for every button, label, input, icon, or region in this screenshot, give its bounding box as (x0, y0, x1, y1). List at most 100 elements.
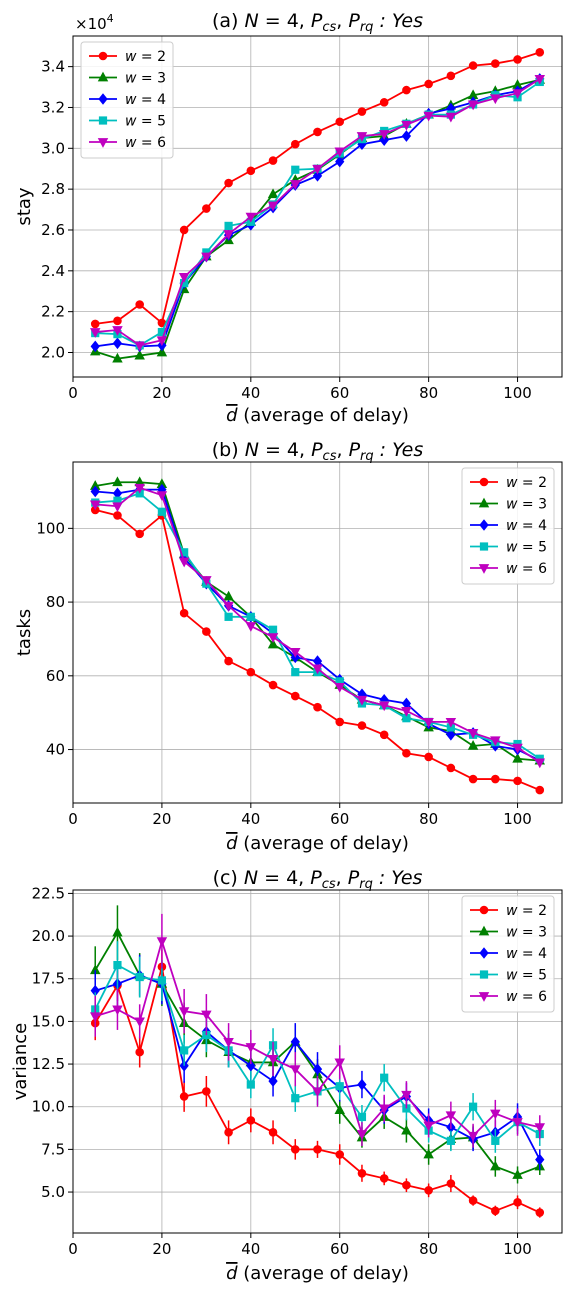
data-point (467, 740, 479, 750)
data-point (446, 1179, 456, 1188)
chart-title: (a) N = 4, Pcs, Prq : Yes (212, 10, 423, 35)
data-point (512, 89, 523, 100)
data-point (267, 188, 279, 199)
data-point (223, 590, 234, 601)
data-point (401, 1090, 412, 1101)
x-tick-label: 60 (330, 1240, 349, 1258)
data-point (334, 1104, 345, 1115)
data-point (246, 166, 256, 176)
data-point (267, 638, 279, 649)
x-axis-label: d (average of delay) (226, 1263, 409, 1284)
legend-entry-label: w = 6 (506, 989, 547, 1005)
data-point (356, 132, 368, 142)
series-2 (90, 48, 545, 329)
data-point (335, 1082, 344, 1091)
data-point (245, 212, 257, 223)
legend-entry-label: w = 2 (506, 475, 547, 491)
y-tick-label: 10.0 (32, 1098, 65, 1116)
data-point (335, 155, 345, 168)
data-point (423, 1148, 434, 1159)
data-point (135, 300, 144, 309)
data-point (401, 706, 412, 717)
data-point (512, 1169, 523, 1179)
data-point (402, 85, 411, 95)
data-point (134, 341, 145, 352)
data-point (202, 204, 211, 213)
data-point (290, 1036, 300, 1048)
data-point (135, 1047, 144, 1057)
legend: w = 2 w = 3 w = 4 w = 5 w = 6 (461, 895, 555, 1013)
data-point (180, 1046, 189, 1055)
legend-marker (98, 51, 108, 61)
data-point (312, 1087, 323, 1098)
data-point (313, 127, 322, 137)
data-point (467, 100, 479, 111)
y-tick-label: 3.4 (41, 58, 65, 76)
data-point (112, 502, 123, 513)
chart-title: (c) N = 4, Pcs, Prq : Yes (213, 867, 423, 892)
y-axis-label: stay (14, 187, 35, 225)
data-point (401, 1124, 412, 1135)
data-point (178, 273, 190, 283)
data-point (134, 1017, 145, 1028)
data-point (89, 328, 101, 338)
y-tick-label: 5.0 (41, 1183, 65, 1201)
data-point (378, 130, 390, 140)
y-tick-label: 40 (46, 741, 65, 759)
data-point (135, 529, 144, 539)
data-point (535, 1153, 545, 1166)
y-tick-label: 2.4 (41, 262, 65, 280)
data-point (380, 1073, 389, 1082)
data-point (224, 656, 233, 666)
data-point (90, 340, 100, 353)
y-tick-label: 15.0 (32, 1012, 65, 1030)
data-point (512, 743, 523, 754)
data-point (134, 349, 145, 360)
data-point (268, 1075, 278, 1087)
data-point (112, 1005, 123, 1016)
data-point (113, 316, 122, 326)
x-tick-label: 20 (152, 1240, 171, 1258)
legend-entry-label: w = 4 (125, 92, 166, 108)
data-point (491, 1136, 500, 1145)
y-tick-label: 3.0 (41, 139, 65, 157)
data-point (290, 691, 300, 701)
data-point (179, 1092, 189, 1101)
data-point (112, 352, 123, 363)
data-point (491, 774, 500, 784)
data-point (201, 252, 212, 263)
plot-area (89, 48, 546, 363)
data-point (513, 55, 522, 64)
data-point (290, 180, 301, 190)
plot-area (89, 476, 546, 795)
legend-entry-label: w = 5 (506, 968, 547, 984)
data-point (490, 736, 501, 747)
legend: w = 2 w = 3 w = 4 w = 5 w = 6 (80, 41, 174, 159)
data-point (313, 1145, 322, 1154)
legend-entry-label: w = 5 (506, 540, 547, 556)
data-point (156, 491, 168, 502)
data-point (134, 483, 145, 494)
data-point (246, 1059, 256, 1072)
data-point (313, 702, 322, 712)
data-point (290, 139, 300, 149)
y-tick-label: 22.5 (32, 884, 65, 902)
legend-marker (97, 71, 109, 82)
x-tick-label: 80 (419, 810, 438, 828)
y-tick-label: 100 (36, 519, 65, 537)
x-tick-label: 100 (503, 810, 532, 828)
data-point (356, 1130, 368, 1140)
y-tick-label: 7.5 (41, 1140, 65, 1158)
data-point (245, 622, 257, 632)
y-axis-label: variance (10, 1023, 31, 1101)
chart-panel-0: 0 20 40 60 80 100 2.0 2.2 2.4 2.6 2.8 3.0 3.2 3.4 ×104… (14, 10, 563, 426)
x-tick-label: 40 (241, 1240, 260, 1258)
legend-marker (479, 542, 489, 551)
data-point (534, 1123, 546, 1134)
data-point (89, 1012, 101, 1023)
legend-marker (98, 116, 108, 125)
data-point (291, 1094, 300, 1103)
data-point (112, 326, 123, 336)
legend-marker (479, 905, 489, 915)
